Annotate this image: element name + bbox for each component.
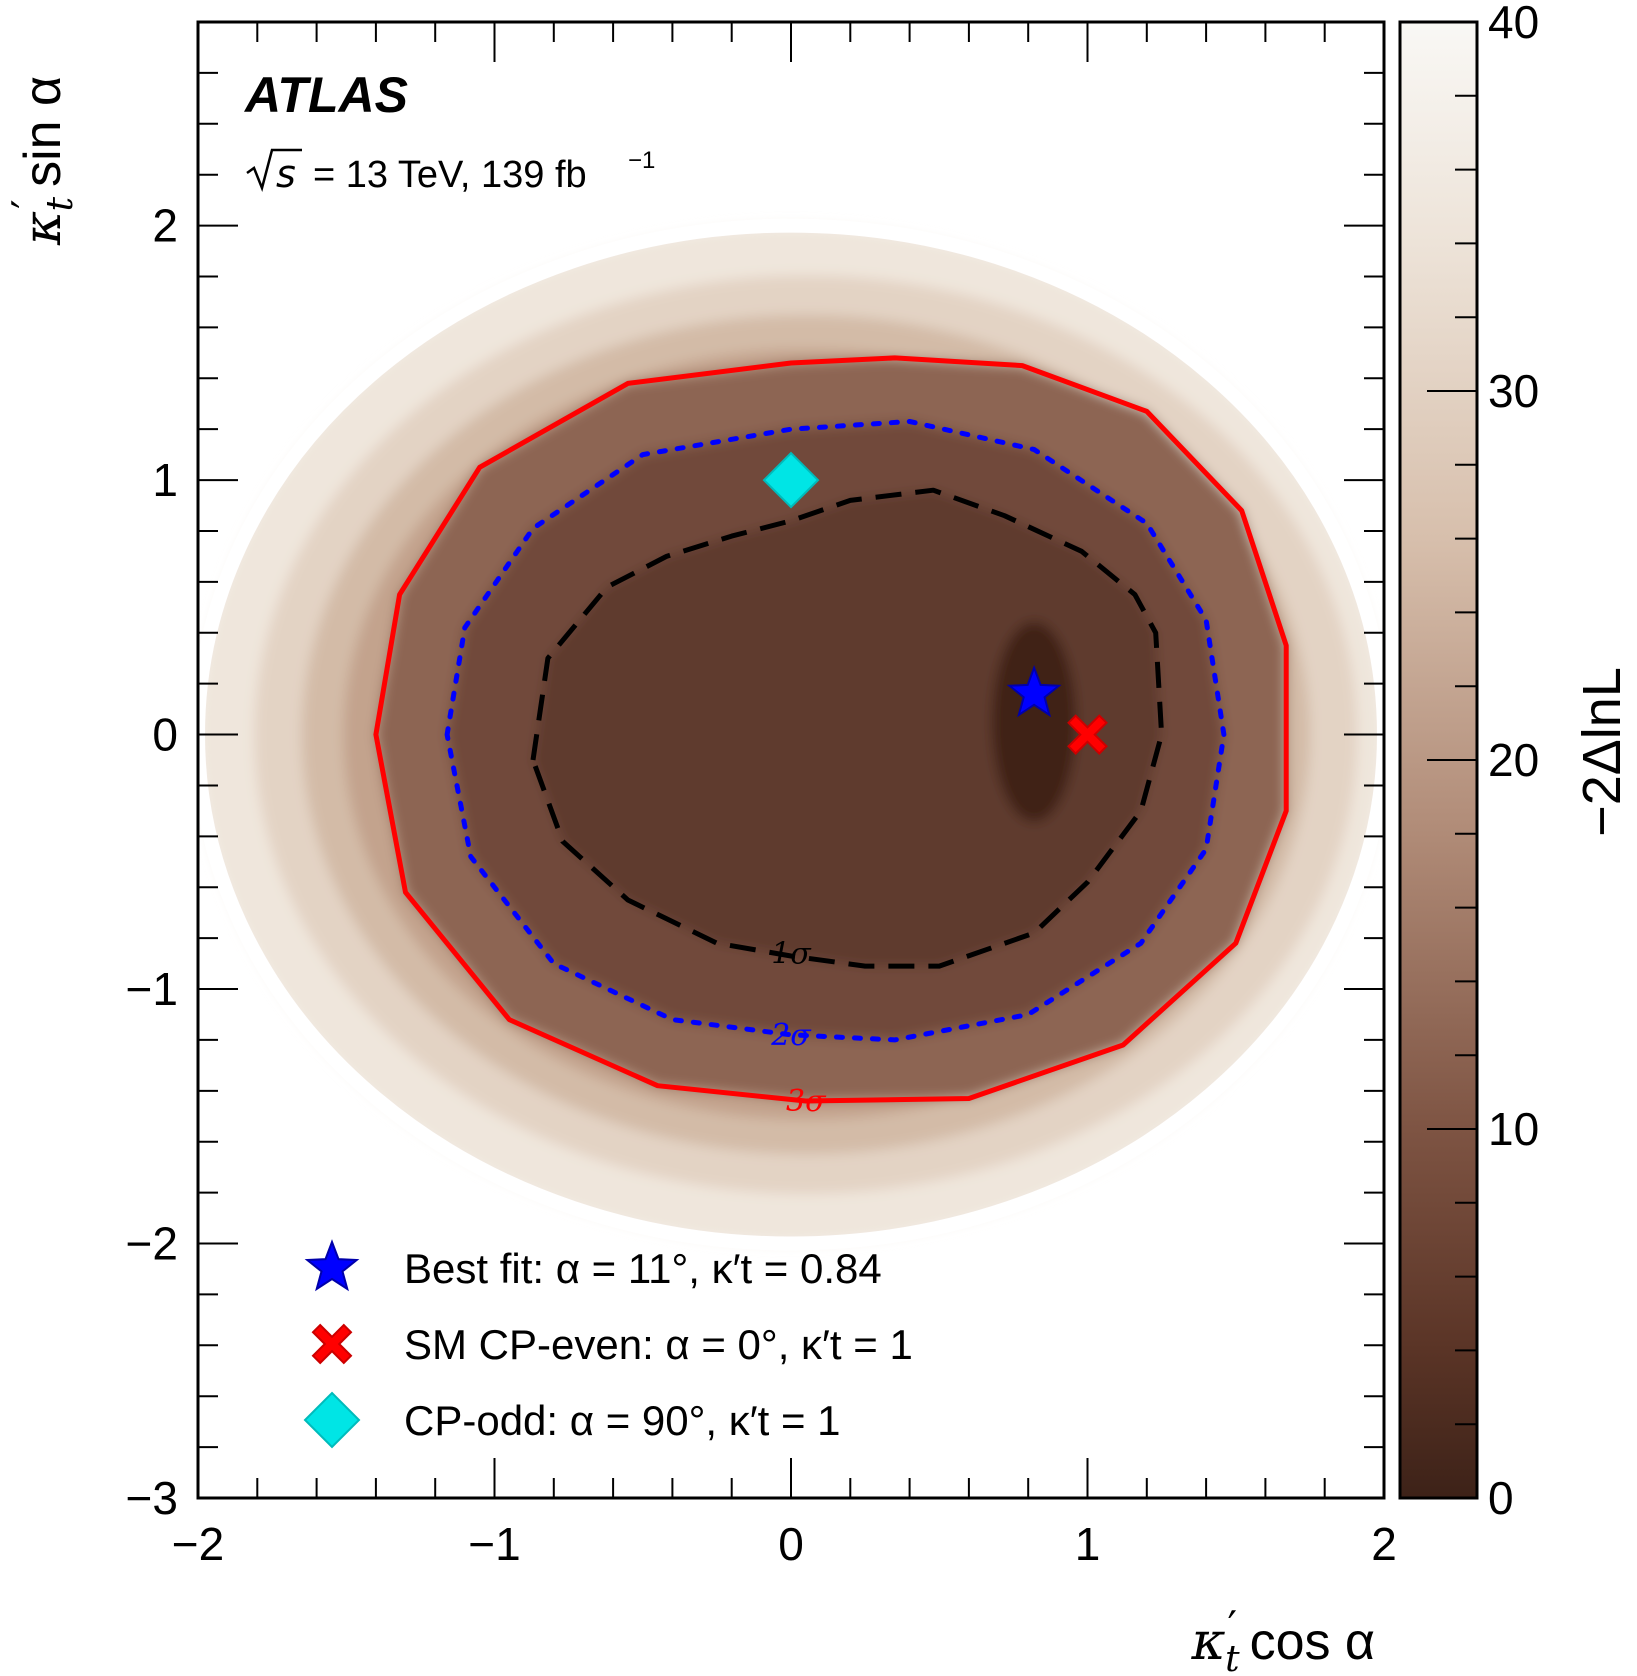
contour-3σ [373,355,1289,1104]
x-tick-label: 2 [1371,1518,1397,1570]
y-tick-label: −1 [126,963,178,1015]
y-tick-label: 0 [152,709,178,761]
y-tick-label: −3 [126,1472,178,1524]
marker-best-fit [1006,664,1062,718]
z-tick-label: 40 [1488,0,1539,48]
sqrt-sign [246,148,302,192]
svg-text:κ′tsin α: κ′tsin α [3,76,81,246]
x-title-kappa: κ [1190,1612,1225,1672]
contour-label: 2σ [770,1018,812,1053]
x-title-sub: t [1225,1639,1240,1676]
heat-layer-minimum [992,621,1077,822]
contour-label: 3σ [786,1084,827,1119]
z-tick-label: 0 [1488,1472,1514,1524]
x-axis-title: κ′ t cos α [1190,1602,1375,1676]
legend-entry: CP-odd: α = 90°, κ′t = 1 [404,1397,841,1444]
colorbar-title: −2ΔlnL [1572,667,1632,837]
x-tick-label: −2 [172,1518,224,1570]
energy-text: = 13 TeV, 139 fb [313,154,587,196]
y-tick-label: −2 [126,1218,178,1270]
legend-entry: SM CP-even: α = 0°, κ′t = 1 [404,1321,913,1368]
x-axis: −2 −1 0 1 2 [172,22,1397,1570]
x-tick-label: −1 [468,1518,520,1570]
contour-2σ [444,419,1227,1043]
y-tick-label: 1 [152,454,178,506]
contour-1σ [530,487,1165,969]
y-title-tail: sin α [14,76,72,187]
z-tick-label: 10 [1488,1103,1539,1155]
y-title-kappa: κ [13,211,73,246]
y-title-sub: t [40,196,81,211]
heat-edge [198,218,1384,1251]
y-axis-title: κ′tsin α [3,76,81,246]
y-axis: −3 −2 −1 0 1 2 [126,21,1384,1524]
x-title-tail: cos α [1250,1613,1375,1671]
z-tick-label: 30 [1488,365,1539,417]
legend-symbol-star [304,1239,360,1292]
lumi-exponent: −1 [628,147,655,174]
colorbar-axis: 0 10 20 30 40 [1427,0,1539,1524]
heat-layer-1sigma [533,490,1162,967]
legend-entry: Best fit: α = 11°, κ′t = 0.84 [404,1245,882,1292]
marker-layer [762,451,1108,756]
heatmap-layers [198,225,1384,1244]
contour-layer: 1σ 2σ 3σ [373,355,1289,1119]
z-tick-label: 20 [1488,734,1539,786]
legend-symbol-cross [311,1323,353,1365]
energy-lumi-label: s = 13 TeV, 139 fb −1 [246,147,655,196]
marker-sm-cp-even [1067,714,1108,756]
x-tick-label: 0 [778,1518,804,1570]
marker-cp-odd [762,451,820,509]
y-tick-label: 2 [152,200,178,252]
atlas-brand: ATLAS [243,67,408,123]
energy-symbol: s [276,152,296,196]
x-tick-label: 1 [1075,1518,1101,1570]
legend: Best fit: α = 11°, κ′t = 0.84 SM CP-even:… [303,1239,913,1449]
heatmap-surface [198,218,1384,1251]
contour-label: 1σ [771,936,812,971]
legend-symbol-diamond [303,1391,361,1449]
